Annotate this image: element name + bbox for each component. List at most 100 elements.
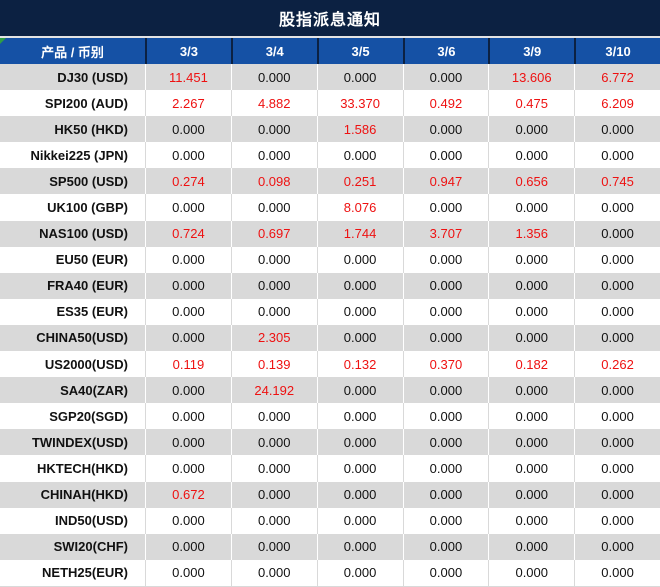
product-cell: IND50(USD) xyxy=(55,513,128,529)
value-cell: 0.000 xyxy=(574,429,660,456)
value-cell: 0.000 xyxy=(488,298,574,325)
value-cell: 0.262 xyxy=(574,351,660,378)
value-cell: 0.000 xyxy=(488,324,574,352)
value-cell: 0.000 xyxy=(316,559,403,586)
value-cell: 0.000 xyxy=(145,298,231,325)
value-cell: 0.274 xyxy=(145,168,231,195)
value-cell: 0.000 xyxy=(488,533,574,560)
value-cell: 0.000 xyxy=(574,377,660,404)
table-row: ES35 (EUR) 0.000 0.000 0.000 0.000 0.000 0.000 xyxy=(0,298,660,325)
table-row: HKTECH(HKD) 0.000 0.000 0.000 0.000 0.000 0.00… xyxy=(0,455,660,482)
value-cell: 0.000 xyxy=(145,559,231,586)
value-cell: 0.000 xyxy=(316,429,403,456)
value-cell: 0.000 xyxy=(488,507,574,534)
value-cell: 0.000 xyxy=(402,481,489,508)
value-cell: 0.492 xyxy=(402,90,489,117)
value-cell: 0.000 xyxy=(316,324,403,352)
product-cell: CHINA50(USD) xyxy=(36,330,128,346)
value-cell: 4.882 xyxy=(230,90,317,117)
value-cell: 0.098 xyxy=(230,168,317,195)
value-cell: 0.000 xyxy=(574,272,660,299)
value-cell: 24.192 xyxy=(230,377,317,404)
value-cell: 0.000 xyxy=(230,481,317,508)
product-cell: HK50 (HKD) xyxy=(54,121,128,137)
value-cell: 0.000 xyxy=(402,116,489,143)
value-cell: 0.000 xyxy=(488,194,574,221)
value-cell: 2.305 xyxy=(230,324,317,352)
value-cell: 6.209 xyxy=(574,90,660,117)
value-cell: 0.000 xyxy=(145,377,231,404)
value-cell: 0.000 xyxy=(488,142,574,169)
value-cell: 0.000 xyxy=(145,403,231,430)
table-row: CHINAH(HKD) 0.672 0.000 0.000 0.000 0.000 0.00… xyxy=(0,481,660,508)
table-row: Nikkei225 (JPN) 0.000 0.000 0.000 0.000 0.000… xyxy=(0,142,660,169)
value-cell: 0.370 xyxy=(402,351,489,378)
value-cell: 0.000 xyxy=(316,455,403,482)
value-cell: 0.119 xyxy=(145,351,231,378)
value-cell: 0.000 xyxy=(230,194,317,221)
value-cell: 0.000 xyxy=(230,142,317,169)
product-cell: EU50 (EUR) xyxy=(55,252,128,268)
column-header-date-1: 3/3 xyxy=(145,38,231,64)
table-row: US2000(USD) 0.119 0.139 0.132 0.370 0.182 0.26… xyxy=(0,351,660,378)
value-cell: 0.000 xyxy=(488,429,574,456)
page-title: 股指派息通知 xyxy=(0,0,660,38)
value-cell: 0.000 xyxy=(145,194,231,221)
table-row: SWI20(CHF) 0.000 0.000 0.000 0.000 0.000 0.000 xyxy=(0,533,660,560)
value-cell: 8.076 xyxy=(316,194,403,221)
value-cell: 0.000 xyxy=(145,272,231,299)
product-cell: NETH25(EUR) xyxy=(42,565,128,581)
value-cell: 0.000 xyxy=(488,116,574,143)
value-cell: 0.000 xyxy=(145,507,231,534)
value-cell: 0.000 xyxy=(145,429,231,456)
value-cell: 1.586 xyxy=(316,116,403,143)
value-cell: 0.000 xyxy=(488,246,574,273)
product-cell: SA40(ZAR) xyxy=(60,382,128,398)
value-cell: 0.000 xyxy=(574,298,660,325)
value-cell: 0.000 xyxy=(402,429,489,456)
value-cell: 0.000 xyxy=(574,142,660,169)
value-cell: 0.000 xyxy=(402,194,489,221)
table-row: SPI200 (AUD) 2.267 4.882 33.370 0.492 0.475 6.… xyxy=(0,90,660,117)
value-cell: 0.000 xyxy=(230,533,317,560)
value-cell: 0.000 xyxy=(316,64,403,91)
table-header-row: 产品 / 币别 3/3 3/4 3/5 3/6 3/9 3/10 xyxy=(0,38,660,64)
column-header-date-3: 3/5 xyxy=(316,38,403,64)
value-cell: 0.000 xyxy=(574,116,660,143)
value-cell: 0.000 xyxy=(574,507,660,534)
value-cell: 0.000 xyxy=(402,377,489,404)
product-cell: FRA40 (EUR) xyxy=(47,278,128,294)
value-cell: 0.745 xyxy=(574,168,660,195)
value-cell: 0.000 xyxy=(574,194,660,221)
column-header-date-2: 3/4 xyxy=(230,38,317,64)
value-cell: 0.000 xyxy=(402,142,489,169)
value-cell: 0.000 xyxy=(230,559,317,586)
value-cell: 0.000 xyxy=(402,455,489,482)
value-cell: 0.000 xyxy=(230,272,317,299)
value-cell: 0.000 xyxy=(230,507,317,534)
value-cell: 13.606 xyxy=(488,64,574,91)
value-cell: 0.000 xyxy=(402,403,489,430)
value-cell: 0.656 xyxy=(488,168,574,195)
value-cell: 0.000 xyxy=(488,272,574,299)
product-cell: Nikkei225 (JPN) xyxy=(30,147,128,163)
table-row: FRA40 (EUR) 0.000 0.000 0.000 0.000 0.000 0.00… xyxy=(0,272,660,299)
product-cell: UK100 (GBP) xyxy=(47,200,128,216)
product-cell: SWI20(CHF) xyxy=(53,539,128,555)
product-cell: HKTECH(HKD) xyxy=(37,460,128,476)
value-cell: 0.000 xyxy=(574,324,660,352)
value-cell: 0.947 xyxy=(402,168,489,195)
table-body: DJ30 (USD) 11.451 0.000 0.000 0.000 13.606 6.7… xyxy=(0,64,660,587)
table-row: SA40(ZAR) 0.000 24.192 0.000 0.000 0.000 0.000 xyxy=(0,377,660,404)
excel-corner-marker-icon xyxy=(0,38,6,44)
value-cell: 0.000 xyxy=(230,403,317,430)
value-cell: 0.475 xyxy=(488,90,574,117)
product-cell: TWINDEX(USD) xyxy=(31,434,128,450)
value-cell: 0.000 xyxy=(574,559,660,586)
value-cell: 0.672 xyxy=(145,481,231,508)
value-cell: 0.000 xyxy=(230,116,317,143)
product-cell: ES35 (EUR) xyxy=(56,304,128,320)
value-cell: 0.000 xyxy=(316,533,403,560)
table-row: IND50(USD) 0.000 0.000 0.000 0.000 0.000 0.000 xyxy=(0,507,660,534)
